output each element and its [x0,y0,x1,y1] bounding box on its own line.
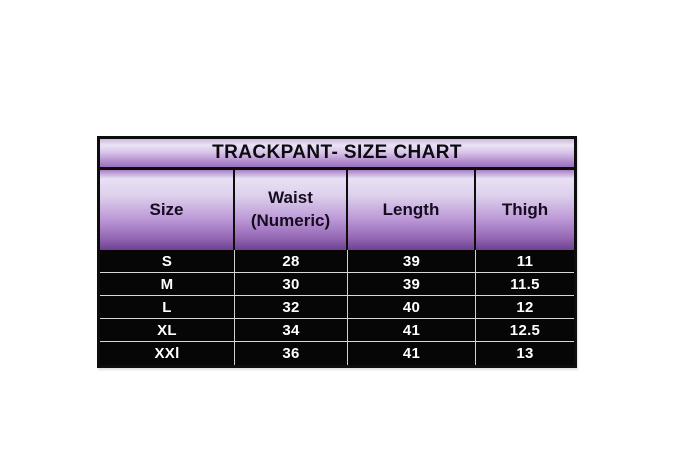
waist-cell: 30 [235,273,348,295]
length-cell: 39 [348,273,476,295]
thigh-cell: 12 [516,298,534,316]
table-row-s: S 28 39 11 [100,250,574,273]
size-cell: XL [100,319,235,341]
length-cell: 39 [348,250,476,272]
thigh-cell: 11 [516,252,534,270]
length-cell: 40 [348,296,476,318]
table-row-l: L 32 40 12 [100,296,574,319]
waist-cell: 28 [235,250,348,272]
column-header-waist: Waist (Numeric) [235,170,348,250]
length-cell: 41 [348,319,476,341]
thigh-cell: 13 [516,345,534,362]
waist-cell: 36 [235,342,348,365]
size-chart-table: TRACKPANT- SIZE CHART Size Waist (Numeri… [97,136,577,368]
waist-cell: 32 [235,296,348,318]
column-header-length: Length [348,170,476,250]
table-header-row: Size Waist (Numeric) Length Thigh [100,170,574,250]
size-cell: M [100,273,235,295]
size-cell: S [100,250,235,272]
thigh-cell: 11.5 [510,275,540,293]
table-row-xl: XL 34 41 12.5 [100,319,574,342]
size-cell: L [100,296,235,318]
table-body: S 28 39 11 M 30 39 11.5 L 32 40 12 XL 34… [100,250,574,365]
length-cell: 41 [348,342,476,365]
thigh-cell: 12.5 [509,321,541,339]
waist-cell: 34 [235,319,348,341]
size-cell: XXl [100,342,235,365]
table-title: TRACKPANT- SIZE CHART [212,142,462,163]
table-row-m: M 30 39 11.5 [100,273,574,296]
column-header-thigh: Thigh [476,170,574,250]
column-header-size: Size [100,170,235,250]
table-title-bar: TRACKPANT- SIZE CHART [100,139,574,170]
table-row-xxl: XXl 36 41 13 [100,342,574,365]
